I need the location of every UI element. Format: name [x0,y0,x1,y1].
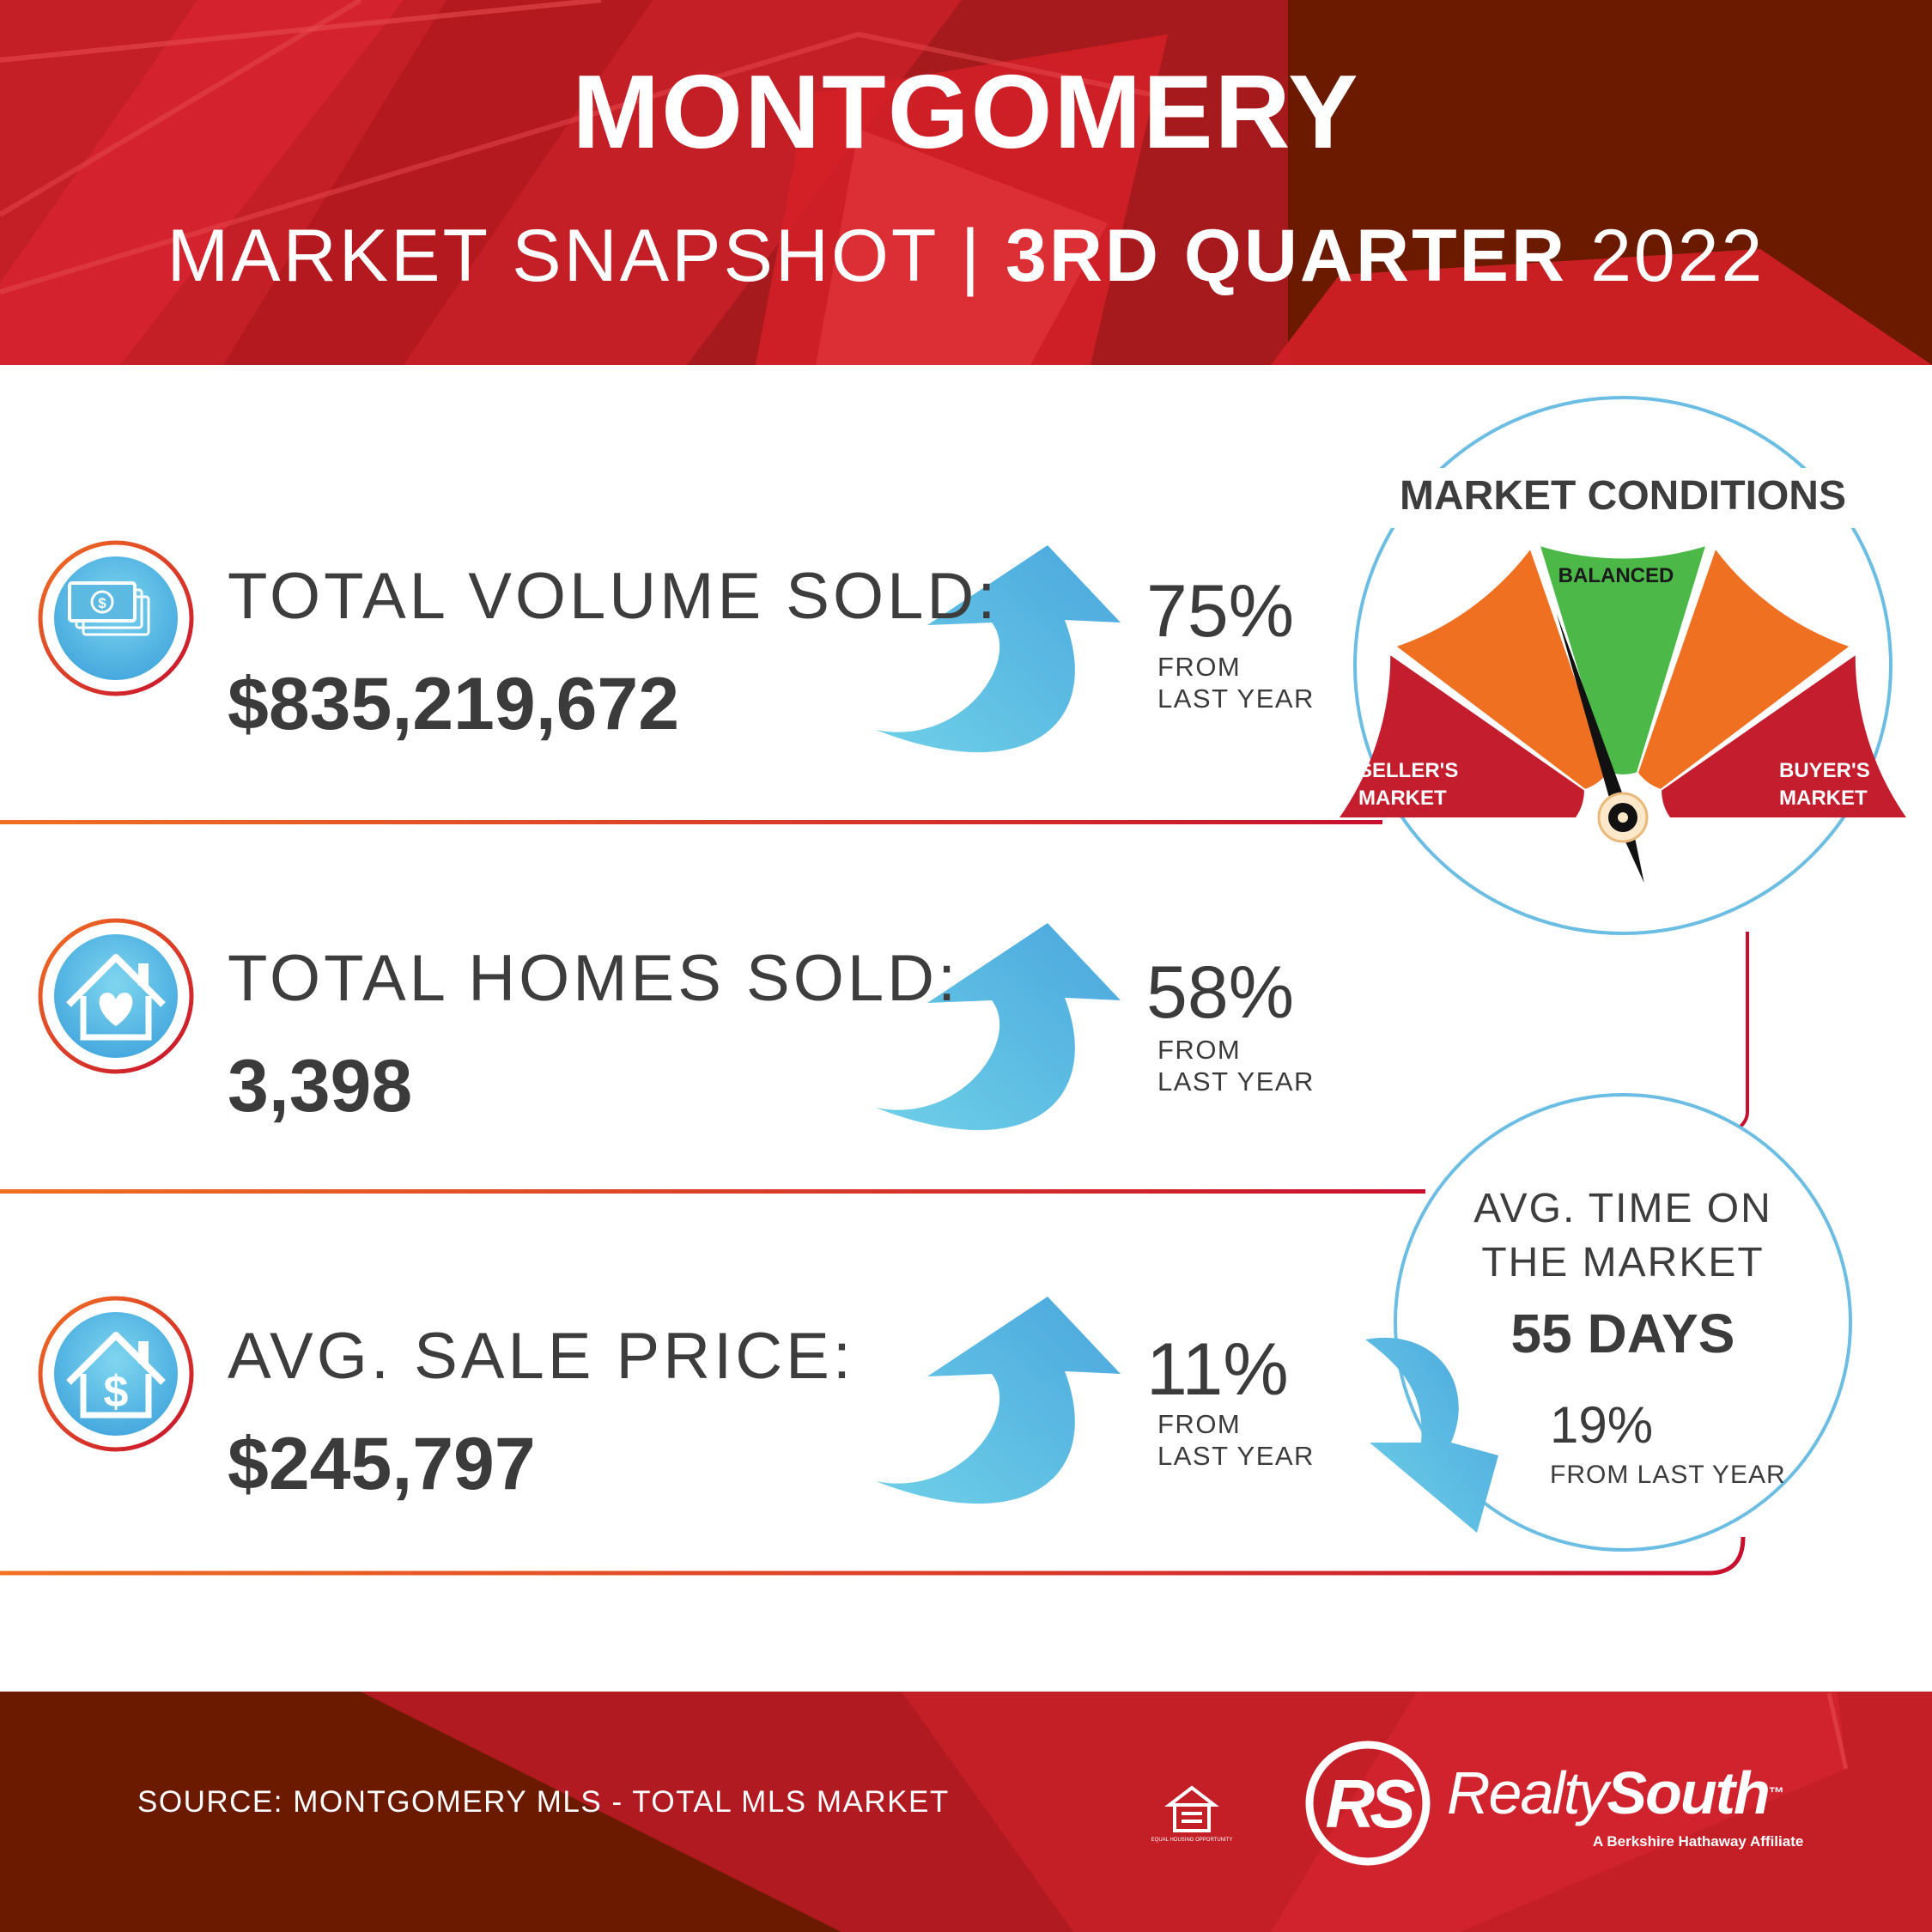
svg-text:$: $ [98,595,106,611]
metric-value-price: $245,797 [228,1423,536,1505]
house-heart-icon [38,918,194,1074]
metric-last-year-volume: LAST YEAR [1157,683,1315,714]
logo-tagline: A Berkshire Hathaway Affiliate [1593,1833,1804,1850]
divider-line [0,1536,1746,1576]
gauge-label-buyers-line2: MARKET [1779,787,1868,810]
gauge-segment-orange-left [1396,550,1607,789]
gauge-segment-buyers [1662,655,1906,817]
metric-value-homes: 3,398 [228,1045,413,1127]
metric-value-volume: $835,219,672 [228,663,680,745]
time-on-market-change: 19% [1550,1396,1654,1454]
divider-line [0,820,1382,824]
money-icon: $ [38,540,194,696]
time-on-market-from: FROM LAST YEAR [1550,1461,1786,1489]
market-gauge [1340,546,1906,884]
gauge-segment-orange-right [1638,550,1850,789]
subtitle-snapshot: MARKET SNAPSHOT [167,215,938,297]
metric-from-volume: FROM [1157,652,1242,682]
up-arrow-icon [876,545,1121,753]
logo-tm: ™ [1768,1784,1784,1801]
metric-last-year-price: LAST YEAR [1157,1441,1315,1471]
metric-from-homes: FROM [1157,1035,1242,1065]
divider-line [0,1189,1425,1194]
subtitle-separator: | [960,215,983,297]
metric-change-price: 11% [1146,1328,1289,1411]
up-arrow-icon [876,1297,1121,1504]
time-on-market-label-line2: THE MARKET [1481,1240,1765,1285]
source-text: SOURCE: MONTGOMERY MLS - TOTAL MLS MARKE… [137,1785,950,1819]
realtysouth-logo-mark: RS [1305,1741,1431,1866]
up-arrow-icon [876,923,1121,1131]
gauge-segment-balanced [1540,546,1705,775]
page-title: MONTGOMERY [572,53,1360,170]
gauge-label-sellers-line2: MARKET [1358,787,1447,810]
metric-change-volume: 75% [1146,570,1295,653]
metric-from-price: FROM [1157,1409,1242,1439]
time-on-market-circle [1394,1093,1852,1552]
time-on-market-label-line1: AVG. TIME ON [1473,1186,1772,1231]
gauge-label-buyers-line1: BUYER'S [1779,759,1870,782]
logo-realty: Realty [1447,1759,1608,1826]
header-banner [0,0,1932,365]
market-conditions-title: MARKET CONDITIONS [1400,473,1846,519]
footer-banner [0,1692,1932,1932]
logo-south: South [1607,1759,1770,1826]
equal-housing-text: EQUAL HOUSING OPPORTUNITY [1151,1838,1233,1843]
page-subtitle: MARKET SNAPSHOT | 3RD QUARTER 2022 [0,213,1932,299]
gauge-label-sellers-line1: SELLER'S [1358,759,1458,782]
gauge-label-balanced: BALANCED [1558,564,1674,587]
metric-label-price: AVG. SALE PRICE: [228,1320,854,1393]
metric-last-year-homes: LAST YEAR [1157,1066,1315,1097]
metric-label-homes: TOTAL HOMES SOLD: [228,942,960,1015]
svg-text:RS: RS [1325,1765,1415,1842]
subtitle-quarter: 3RD QUARTER [1005,215,1568,297]
equal-housing-icon: EQUAL HOUSING OPPORTUNITY [1151,1785,1233,1843]
realtysouth-wordmark: RealtySouth™ [1447,1759,1784,1827]
down-arrow-icon [1365,1337,1498,1533]
subtitle-year: 2022 [1590,215,1765,297]
gauge-segment-sellers [1340,655,1584,817]
metric-label-volume: TOTAL VOLUME SOLD: [228,560,999,633]
svg-text:$: $ [104,1367,129,1417]
metric-change-homes: 58% [1146,951,1295,1034]
house-dollar-icon: $ [38,1296,194,1452]
time-on-market-value: 55 DAYS [1510,1303,1735,1364]
